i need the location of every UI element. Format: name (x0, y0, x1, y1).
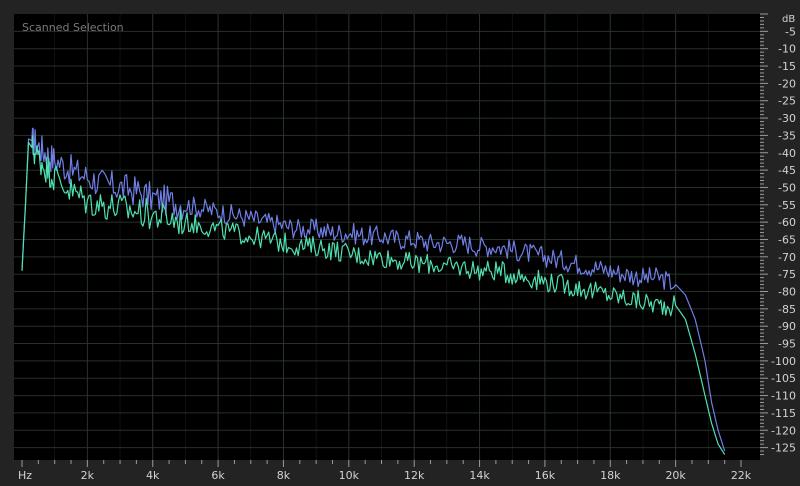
y-tick-label: -115 (771, 407, 796, 420)
y-tick-label: -20 (778, 77, 796, 90)
y-tick-label: -80 (778, 286, 796, 299)
y-tick-label: -95 (778, 338, 796, 351)
x-tick-label: 22k (731, 469, 752, 482)
plot-area (14, 14, 760, 460)
y-tick-label: -120 (771, 424, 796, 437)
y-tick-label: -45 (778, 164, 796, 177)
series-line-1 (21, 127, 726, 452)
y-tick-label: -70 (778, 251, 796, 264)
y-tick-label: -10 (778, 43, 796, 56)
x-unit-label: Hz (18, 469, 32, 482)
y-tick-label: -55 (778, 199, 796, 212)
y-tick-label: -50 (778, 181, 796, 194)
y-tick-label: -105 (771, 372, 796, 385)
y-tick-label: -60 (778, 216, 796, 229)
y-tick-label: -5 (785, 25, 796, 38)
y-tick-label: -30 (778, 112, 796, 125)
y-tick-label: -125 (771, 442, 796, 455)
x-tick-label: 16k (535, 469, 556, 482)
y-tick-label: -65 (778, 233, 796, 246)
x-tick-label: 18k (600, 469, 621, 482)
chart-title: Scanned Selection (22, 21, 124, 34)
y-tick-label: -25 (778, 95, 796, 108)
x-tick-label: 6k (211, 469, 225, 482)
x-tick-label: 4k (146, 469, 160, 482)
x-tick-label: 12k (404, 469, 425, 482)
x-tick-label: 20k (665, 469, 686, 482)
y-tick-label: -35 (778, 129, 796, 142)
y-tick-label: -75 (778, 268, 796, 281)
y-tick-label: -15 (778, 60, 796, 73)
y-tick-label: -40 (778, 147, 796, 160)
y-tick-label: -90 (778, 320, 796, 333)
series-line-2 (21, 135, 726, 455)
y-tick-label: -100 (771, 355, 796, 368)
x-tick-label: 2k (81, 469, 95, 482)
y-tick-label: -110 (771, 390, 796, 403)
y-tick-label: -85 (778, 303, 796, 316)
x-tick-label: 14k (469, 469, 490, 482)
x-tick-label: 10k (339, 469, 360, 482)
y-unit-label: dB (782, 14, 795, 25)
x-tick-label: 8k (277, 469, 291, 482)
